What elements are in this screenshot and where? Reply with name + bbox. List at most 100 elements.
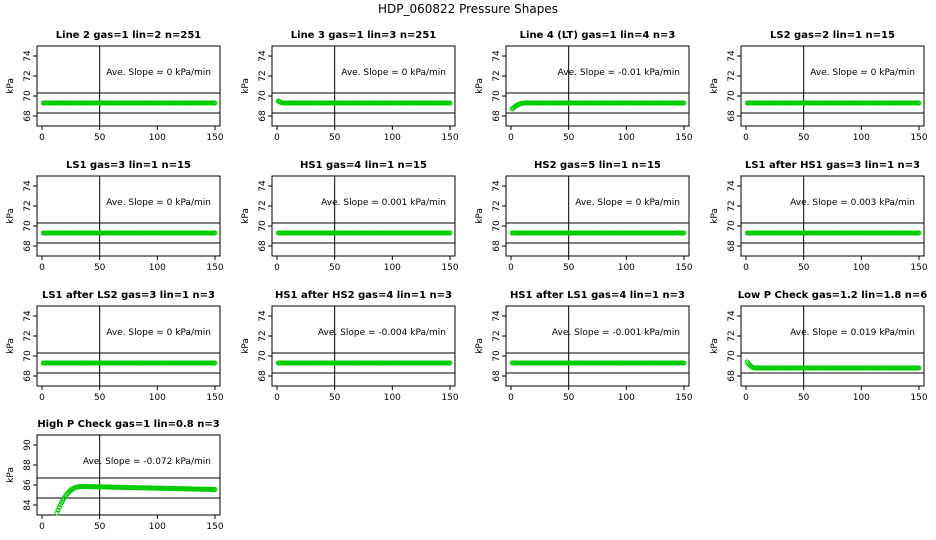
x-tick-label: 50 <box>329 393 341 403</box>
x-tick-label: 100 <box>149 133 166 143</box>
x-tick-label: 0 <box>274 263 280 273</box>
y-tick-label: 72 <box>727 70 737 81</box>
y-tick-label: 68 <box>727 240 737 252</box>
slope-annotation: Ave. Slope = 0 kPa/min <box>575 198 680 208</box>
y-tick-label: 68 <box>727 370 737 382</box>
x-tick-label: 0 <box>39 522 45 532</box>
plot-frame <box>505 175 690 257</box>
chart-title: Line 2 gas=1 lin=2 n=251 <box>56 30 202 41</box>
x-tick-label: 150 <box>675 263 692 273</box>
y-tick-label: 74 <box>23 180 33 192</box>
y-axis-label: kPa <box>6 338 16 354</box>
y-tick-label: 74 <box>727 180 737 192</box>
x-tick-label: 150 <box>441 133 458 143</box>
x-tick-label: 100 <box>384 263 401 273</box>
chart-title: HS1 after HS2 gas=4 lin=1 n=3 <box>275 290 452 301</box>
x-tick-label: 0 <box>508 393 514 403</box>
x-tick-label: 0 <box>743 263 749 273</box>
x-tick-label: 50 <box>94 393 106 403</box>
chart-title: HS1 gas=4 lin=1 n=15 <box>300 160 427 171</box>
y-tick-label: 68 <box>23 110 33 122</box>
y-tick-label: 74 <box>23 50 33 62</box>
y-tick-label: 70 <box>727 90 737 102</box>
plot-frame <box>271 45 456 127</box>
data-point <box>212 100 218 106</box>
x-tick-label: 150 <box>910 263 927 273</box>
chart-panel-13: High P Check gas=1 lin=0.8 n=3 Ave. Slope… <box>6 419 224 532</box>
x-tick-label: 150 <box>441 263 458 273</box>
x-tick-label: 100 <box>853 263 870 273</box>
x-tick-label: 0 <box>39 393 45 403</box>
chart-panel-7: HS2 gas=5 lin=1 n=15 Ave. Slope = 0 kPa/m… <box>475 160 693 273</box>
x-tick-label: 0 <box>508 263 514 273</box>
y-tick-label: 74 <box>258 180 268 192</box>
slope-annotation: Ave. Slope = -0.004 kPa/min <box>318 328 446 338</box>
y-tick-label: 72 <box>492 200 502 211</box>
y-tick-label: 70 <box>258 220 268 232</box>
y-tick-label: 72 <box>23 330 33 341</box>
y-tick-label: 68 <box>492 240 502 252</box>
chart-title: HS1 after LS1 gas=4 lin=1 n=3 <box>510 290 685 301</box>
x-tick-label: 0 <box>508 133 514 143</box>
x-tick-label: 100 <box>384 393 401 403</box>
x-tick-label: 100 <box>149 263 166 273</box>
chart-panel-5: LS1 gas=3 lin=1 n=15 Ave. Slope = 0 kPa/m… <box>6 160 224 273</box>
slope-annotation: Ave. Slope = 0.019 kPa/min <box>790 328 915 338</box>
x-tick-label: 100 <box>149 522 166 532</box>
chart-title: LS1 gas=3 lin=1 n=15 <box>66 160 191 171</box>
y-tick-label: 68 <box>492 370 502 382</box>
y-tick-label: 72 <box>23 70 33 81</box>
chart-panel-9: LS1 after LS2 gas=3 lin=1 n=3 Ave. Slope … <box>6 290 224 403</box>
chart-title: LS2 gas=2 lin=1 n=15 <box>770 30 895 41</box>
slope-annotation: Ave. Slope = 0 kPa/min <box>106 68 211 78</box>
x-tick-label: 50 <box>94 522 106 532</box>
x-tick-label: 100 <box>618 133 635 143</box>
x-tick-label: 50 <box>563 133 575 143</box>
slope-annotation: Ave. Slope = -0.072 kPa/min <box>83 457 211 467</box>
page-title: HDP_060822 Pressure Shapes <box>377 2 558 16</box>
x-tick-label: 50 <box>329 263 341 273</box>
x-tick-label: 0 <box>39 133 45 143</box>
x-tick-label: 100 <box>853 393 870 403</box>
plot-frame <box>36 175 221 257</box>
y-tick-label: 74 <box>23 310 33 322</box>
x-tick-label: 150 <box>206 133 223 143</box>
slope-annotation: Ave. Slope = 0.003 kPa/min <box>790 198 915 208</box>
y-tick-label: 68 <box>492 110 502 122</box>
y-tick-label: 68 <box>727 110 737 122</box>
y-tick-label: 72 <box>258 330 268 341</box>
y-tick-label: 74 <box>727 50 737 62</box>
x-tick-label: 100 <box>149 393 166 403</box>
x-tick-label: 150 <box>441 393 458 403</box>
y-axis-label: kPa <box>710 78 720 94</box>
data-point <box>212 487 218 492</box>
x-tick-label: 150 <box>206 263 223 273</box>
x-tick-label: 150 <box>675 393 692 403</box>
x-tick-label: 50 <box>798 263 810 273</box>
y-axis-label: kPa <box>241 208 251 224</box>
data-point <box>681 360 687 366</box>
chart-title: LS1 after LS2 gas=3 lin=1 n=3 <box>42 290 215 301</box>
y-tick-label: 70 <box>492 220 502 232</box>
y-tick-label: 88 <box>23 459 33 471</box>
plot-frame <box>740 305 925 387</box>
x-tick-label: 100 <box>384 133 401 143</box>
x-tick-label: 0 <box>743 393 749 403</box>
x-tick-label: 150 <box>910 133 927 143</box>
y-axis-label: kPa <box>6 467 16 483</box>
y-axis-label: kPa <box>6 208 16 224</box>
y-axis-label: kPa <box>710 208 720 224</box>
chart-panel-3: Line 4 (LT) gas=1 lin=4 n=3 Ave. Slope = … <box>475 30 693 143</box>
slope-annotation: Ave. Slope = 0.001 kPa/min <box>321 198 446 208</box>
y-axis-label: kPa <box>241 338 251 354</box>
y-tick-label: 74 <box>492 180 502 192</box>
y-tick-label: 70 <box>727 350 737 362</box>
y-tick-label: 72 <box>23 200 33 211</box>
y-tick-label: 72 <box>258 70 268 81</box>
y-axis-label: kPa <box>475 78 485 94</box>
chart-panel-12: Low P Check gas=1.2 lin=1.8 n=6 Ave. Slop… <box>710 290 928 403</box>
x-tick-label: 50 <box>329 133 341 143</box>
y-tick-label: 70 <box>492 90 502 102</box>
